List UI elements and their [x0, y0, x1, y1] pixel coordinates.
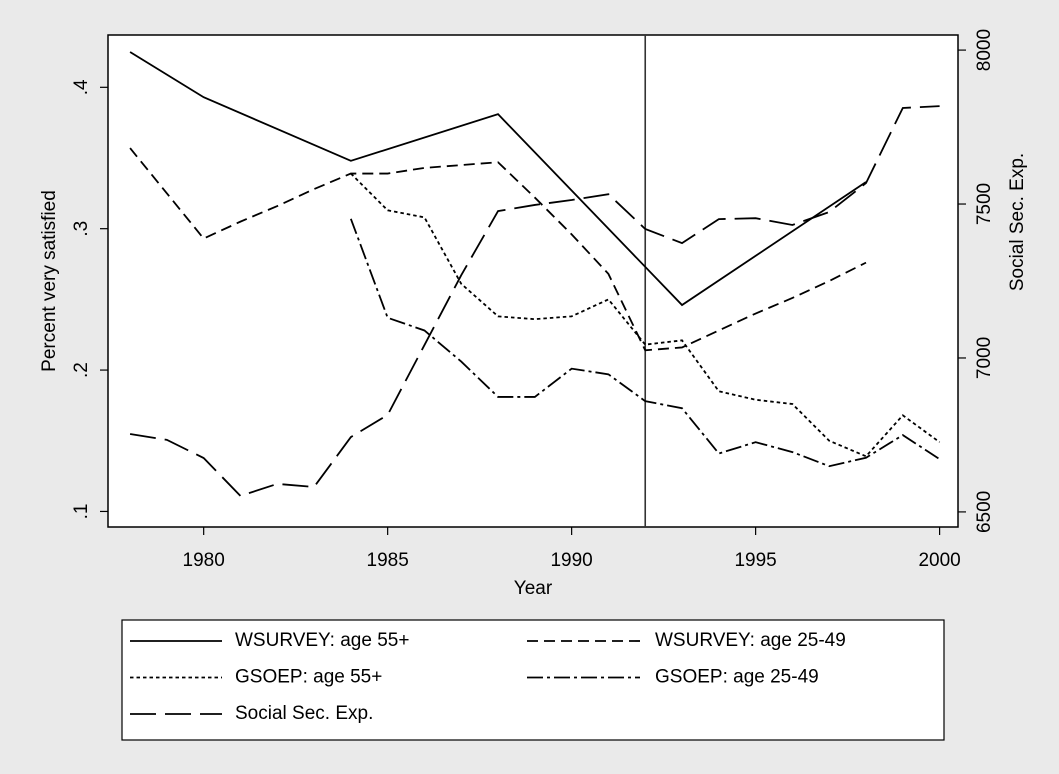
series-line: [350, 218, 941, 468]
legend-label: WSURVEY: age 25-49: [655, 630, 846, 651]
legend-label: Social Sec. Exp.: [235, 703, 373, 724]
y2-tick-label: 7500: [974, 183, 995, 225]
series-line: [129, 147, 867, 352]
x-tick-label: 1985: [367, 550, 409, 571]
x-tick-label: 1990: [550, 550, 592, 571]
legend: [121, 619, 945, 741]
y-tick-label: .1: [71, 504, 92, 520]
x-tick-label: 2000: [918, 550, 960, 571]
y2-tick-label: 6500: [974, 491, 995, 533]
x-tick-label: 1995: [734, 550, 776, 571]
legend-label: GSOEP: age 25-49: [655, 667, 819, 688]
legend-label: WSURVEY: age 55+: [235, 630, 409, 651]
plot-area: [107, 34, 959, 528]
y2-tick-label: 7000: [974, 337, 995, 379]
y-tick-label: .3: [71, 221, 92, 237]
y2-axis-label: Social Sec. Exp.: [1007, 153, 1028, 291]
x-tick-label: 1980: [183, 550, 225, 571]
y-tick-label: .2: [71, 362, 92, 378]
y2-tick-label: 8000: [974, 29, 995, 71]
y-axis-label: Percent very satisfied: [39, 190, 60, 372]
series-line: [350, 172, 941, 458]
x-axis-label: Year: [514, 578, 553, 599]
series-line: [129, 105, 940, 497]
y-tick-label: .4: [71, 79, 92, 95]
legend-label: GSOEP: age 55+: [235, 667, 382, 688]
series-line: [129, 51, 867, 307]
